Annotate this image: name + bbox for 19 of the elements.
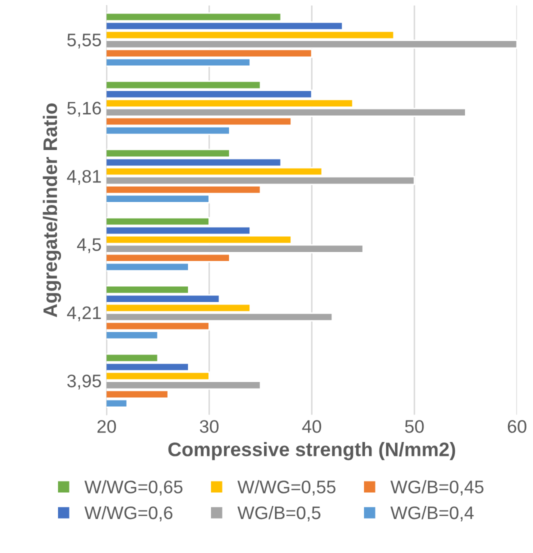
x-tick-label: 50	[405, 420, 424, 433]
x-tick-label: 20	[97, 420, 116, 433]
legend-label: W/WG=0,6	[84, 506, 172, 522]
y-tick-label: 5,16	[67, 102, 101, 117]
x-tick-label: 40	[302, 420, 322, 433]
y-tick-label: 4,81	[67, 170, 101, 185]
y-tick-label: 3,95	[67, 374, 101, 390]
legend-label: WG/B=0,5	[237, 506, 320, 522]
y-tick-label: 4,5	[77, 238, 101, 254]
x-axis-title: Compressive strength (N/mm2)	[168, 442, 456, 460]
x-tick-label: 60	[508, 420, 526, 433]
y-axis-title: Aggregate/binder Ratio	[42, 103, 62, 318]
legend-label: WG/B=0,4	[390, 506, 474, 522]
legend-label: W/WG=0,55	[237, 480, 336, 496]
legend-label: W/WG=0,65	[84, 480, 182, 496]
x-tick-label: 30	[200, 420, 219, 433]
y-tick-label: 5,55	[67, 34, 101, 48]
y-tick-label: 4,21	[67, 306, 101, 322]
legend-label: WG/B=0,45	[390, 480, 484, 496]
